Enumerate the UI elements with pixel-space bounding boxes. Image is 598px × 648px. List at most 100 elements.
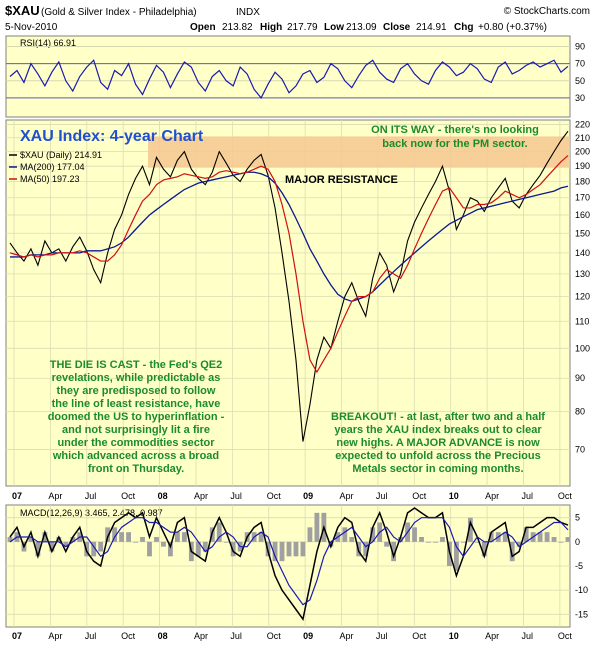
macd-histogram-bar xyxy=(182,532,187,542)
rsi-panel: RSI(14) 66.91 30 50 70 90 xyxy=(6,36,585,117)
annotation-line: doomed the US to hyperinflation - xyxy=(48,411,225,423)
annotation-line: ON ITS WAY - there's no looking xyxy=(371,124,539,136)
price-tick-label: 70 xyxy=(575,445,585,455)
macd-histogram-bar xyxy=(419,537,424,542)
price-x-tick-label: Apr xyxy=(340,491,354,501)
macd-histogram-bar xyxy=(440,537,445,542)
macd-x-tick-label: Jul xyxy=(521,631,533,641)
macd-histogram-bar xyxy=(154,537,159,542)
macd-x-tick-label: Oct xyxy=(121,631,136,641)
ma50-legend: MA(50) 197.23 xyxy=(20,174,80,184)
macd-histogram-bar xyxy=(301,542,306,557)
chg-value: +0.80 (+0.37%) xyxy=(478,22,547,33)
macd-x-tick-label: 09 xyxy=(303,631,313,641)
macd-panel: MACD(12,26,9) 3.465, 2.478, 0.987 5 0 -5 -1… xyxy=(6,505,588,641)
macd-histogram-bar xyxy=(461,542,466,543)
macd-x-tick-labels: 07 Apr Jul Oct 08 Apr Jul Oct 09 Apr Jul Oct 10 Apr Ju… xyxy=(12,631,572,641)
price-tick-label: 80 xyxy=(575,407,585,417)
macd-x-tick-label: Apr xyxy=(48,631,62,641)
annotation-line: they are predisposed to follow xyxy=(57,385,216,397)
die-is-cast-annotation: THE DIE IS CAST - the Fed's QE2 revelatio… xyxy=(48,359,225,475)
price-x-tick-label: 08 xyxy=(158,491,168,501)
price-x-tick-label: Jul xyxy=(85,491,97,501)
price-tick-label: 200 xyxy=(575,147,590,157)
annotation-line: back now for the PM sector. xyxy=(382,138,527,150)
annotation-line: under the commodities sector xyxy=(57,437,215,449)
annotation-line: BREAKOUT! - at last, after two and a hal… xyxy=(331,411,545,423)
price-x-tick-label: 07 xyxy=(12,491,22,501)
symbol: $XAU xyxy=(5,3,40,18)
annotation-line: which advanced across a broad xyxy=(52,450,219,462)
rsi-tick-label: 90 xyxy=(575,42,585,52)
macd-histogram-bar xyxy=(175,532,180,542)
ma200-legend: MA(200) 177.04 xyxy=(20,162,85,172)
rsi-tick-label: 50 xyxy=(575,76,585,86)
price-x-tick-label: Jul xyxy=(521,491,533,501)
macd-histogram-bar xyxy=(384,542,389,547)
macd-histogram-bar xyxy=(566,537,571,542)
price-x-tick-label: Apr xyxy=(194,491,208,501)
macd-histogram-bar xyxy=(545,532,550,542)
index-name: (Gold & Silver Index - Philadelphia) xyxy=(41,7,197,18)
macd-tick-label: -15 xyxy=(575,609,588,619)
chart-header: $XAU (Gold & Silver Index - Philadelphia… xyxy=(5,3,590,33)
price-tick-label: 180 xyxy=(575,177,590,187)
low-value: 213.09 xyxy=(346,22,377,33)
rsi-tick-labels: 30 50 70 90 xyxy=(575,42,585,103)
price-tick-label: 110 xyxy=(575,316,589,326)
price-x-tick-label: Oct xyxy=(267,491,282,501)
macd-x-tick-label: Oct xyxy=(558,631,573,641)
macd-histogram-bar xyxy=(147,542,152,557)
annotation-line: and not surprisingly lit a fire xyxy=(62,424,210,436)
price-x-tick-label: Jul xyxy=(230,491,242,501)
macd-histogram-bar xyxy=(287,542,292,557)
macd-histogram-bar xyxy=(552,537,557,542)
annotation-line: THE DIE IS CAST - the Fed's QE2 xyxy=(50,359,223,371)
price-x-tick-label: Oct xyxy=(412,491,427,501)
macd-x-tick-label: Apr xyxy=(340,631,354,641)
annotation-line: expected to unfold across the Precious xyxy=(335,450,540,462)
macd-x-tick-label: Apr xyxy=(194,631,208,641)
macd-x-tick-label: 07 xyxy=(12,631,22,641)
macd-tick-labels: 5 0 -5 -10 -15 xyxy=(575,513,588,620)
annotation-line: years the XAU index breaks out to clear xyxy=(334,424,542,436)
exchange: INDX xyxy=(236,7,260,18)
macd-x-tick-label: Oct xyxy=(412,631,427,641)
macd-x-tick-label: Jul xyxy=(85,631,97,641)
chg-label: Chg xyxy=(454,22,473,33)
macd-histogram-bar xyxy=(140,537,145,542)
macd-tick-label: -5 xyxy=(575,561,583,571)
price-tick-labels: 70 80 90 100 110 120 130 140 150 160 170 180 190 200 2… xyxy=(575,120,590,455)
price-tick-label: 100 xyxy=(575,343,590,353)
breakout-annotation: BREAKOUT! - at last, after two and a hal… xyxy=(331,411,545,475)
chart-date: 5-Nov-2010 xyxy=(5,22,58,33)
macd-histogram-bar xyxy=(133,542,138,543)
rsi-tick-label: 30 xyxy=(575,93,585,103)
low-label: Low xyxy=(324,22,344,33)
price-tick-label: 140 xyxy=(575,248,590,258)
price-x-tick-label: Oct xyxy=(558,491,573,501)
macd-histogram-bar xyxy=(126,532,131,542)
price-x-tick-label: Oct xyxy=(121,491,136,501)
price-tick-label: 170 xyxy=(575,193,590,203)
macd-histogram-bar xyxy=(314,513,319,542)
open-value: 213.82 xyxy=(222,22,253,33)
macd-x-tick-label: Jul xyxy=(230,631,242,641)
watermark: © StockCharts.com xyxy=(504,6,590,17)
price-tick-label: 120 xyxy=(575,292,590,302)
price-x-tick-label: 10 xyxy=(449,491,459,501)
annotation-line: new highs. A MAJOR ADVANCE is now xyxy=(336,437,540,449)
macd-x-tick-label: 10 xyxy=(449,631,459,641)
macd-tick-label: 0 xyxy=(575,537,580,547)
rsi-panel-bg xyxy=(6,36,570,117)
macd-histogram-bar xyxy=(231,542,236,557)
macd-histogram-bar xyxy=(349,537,354,542)
macd-histogram-bar xyxy=(559,542,564,543)
price-tick-label: 190 xyxy=(575,161,590,171)
chart-title: XAU Index: 4-year Chart xyxy=(20,128,204,145)
rsi-tick-label: 70 xyxy=(575,59,585,69)
price-x-tick-labels: 07 Apr Jul Oct 08 Apr Jul Oct 09 Apr Jul Oct 10 Apr Ju… xyxy=(12,491,572,501)
price-x-tick-label: Apr xyxy=(485,491,499,501)
price-x-tick-label: Jul xyxy=(376,491,388,501)
